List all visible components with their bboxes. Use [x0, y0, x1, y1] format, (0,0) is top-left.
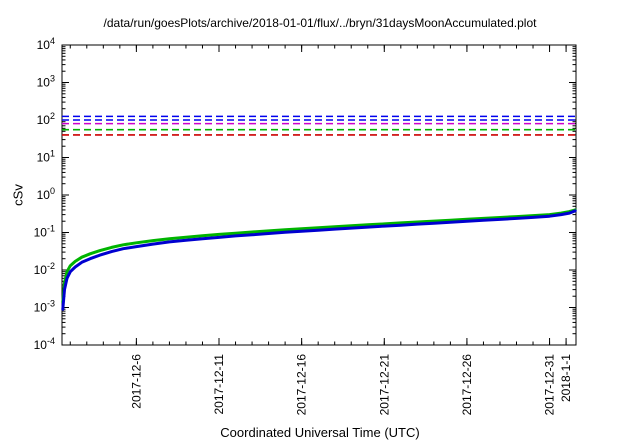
y-tick-label: 104 — [37, 36, 55, 52]
y-tick-label: 103 — [37, 74, 55, 90]
y-tick-label: 10-3 — [34, 299, 55, 315]
x-axis-ticks — [69, 45, 567, 345]
x-tick-label: 2018-1-1 — [559, 354, 573, 402]
plot-border — [61, 44, 577, 346]
y-tick-label: 10-4 — [34, 336, 55, 352]
y-axis-ticks — [62, 44, 576, 346]
y-tick-label: 100 — [37, 186, 55, 202]
threshold-lines — [62, 115, 576, 136]
x-tick-labels: 2017-12-6 2017-12-11 2017-12-16 2017-12-21 2… — [129, 354, 573, 416]
x-tick-label: 2017-12-6 — [129, 354, 143, 409]
series-accumulated-dose-green — [61, 208, 577, 304]
x-tick-label: 2017-12-31 — [543, 354, 557, 416]
chart-title: /data/run/goesPlots/archive/2018-01-01/f… — [103, 16, 537, 30]
x-tick-label: 2017-12-26 — [460, 354, 474, 416]
plot-svg: 10-4 10-3 10-2 10-1 100 101 102 103 104 2017-12-6… — [34, 36, 577, 416]
y-tick-label: 102 — [37, 111, 55, 127]
y-tick-labels: 10-4 10-3 10-2 10-1 100 101 102 103 104 — [34, 36, 55, 352]
y-tick-label: 101 — [37, 149, 55, 165]
x-tick-label: 2017-12-21 — [377, 354, 391, 416]
series-accumulated-dose-blue — [61, 209, 577, 311]
x-axis-title: Coordinated Universal Time (UTC) — [220, 425, 420, 440]
y-tick-label: 10-2 — [34, 261, 55, 277]
y-tick-label: 10-1 — [34, 224, 55, 240]
x-tick-label: 2017-12-11 — [212, 354, 226, 415]
x-tick-label: 2017-12-16 — [295, 354, 309, 416]
